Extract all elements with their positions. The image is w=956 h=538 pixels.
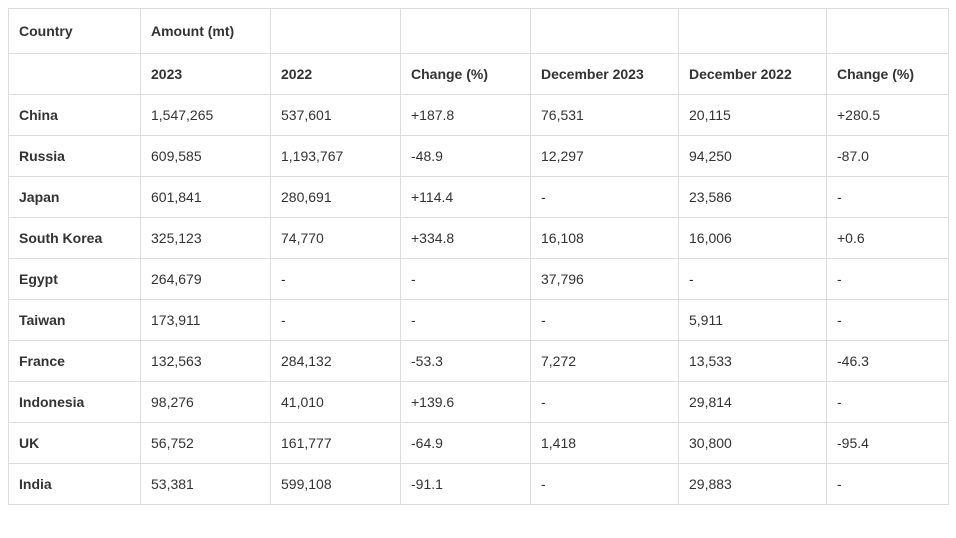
data-table: Country Amount (mt) 2023 2022 Change (%)… xyxy=(8,8,949,505)
table-header-row-1: Country Amount (mt) xyxy=(9,9,949,54)
value-cell: 76,531 xyxy=(531,95,679,136)
country-cell: Indonesia xyxy=(9,382,141,423)
value-cell: 161,777 xyxy=(271,423,401,464)
table-row: South Korea325,12374,770+334.816,10816,0… xyxy=(9,218,949,259)
header-cell: 2022 xyxy=(271,54,401,95)
value-cell: 537,601 xyxy=(271,95,401,136)
value-cell: - xyxy=(401,259,531,300)
country-cell: Egypt xyxy=(9,259,141,300)
value-cell: 284,132 xyxy=(271,341,401,382)
value-cell: - xyxy=(827,177,949,218)
value-cell: -48.9 xyxy=(401,136,531,177)
header-cell: December 2023 xyxy=(531,54,679,95)
value-cell: 53,381 xyxy=(141,464,271,505)
country-cell: France xyxy=(9,341,141,382)
value-cell: 74,770 xyxy=(271,218,401,259)
value-cell: -95.4 xyxy=(827,423,949,464)
header-cell xyxy=(531,9,679,54)
value-cell: 56,752 xyxy=(141,423,271,464)
value-cell: 1,547,265 xyxy=(141,95,271,136)
value-cell: 609,585 xyxy=(141,136,271,177)
value-cell: -91.1 xyxy=(401,464,531,505)
value-cell: 12,297 xyxy=(531,136,679,177)
table-row: UK56,752161,777-64.91,41830,800-95.4 xyxy=(9,423,949,464)
value-cell: 1,418 xyxy=(531,423,679,464)
country-cell: South Korea xyxy=(9,218,141,259)
value-cell: 280,691 xyxy=(271,177,401,218)
country-cell: India xyxy=(9,464,141,505)
country-cell: UK xyxy=(9,423,141,464)
value-cell: - xyxy=(827,464,949,505)
country-cell: Japan xyxy=(9,177,141,218)
header-cell xyxy=(271,9,401,54)
value-cell: -46.3 xyxy=(827,341,949,382)
table-header: Country Amount (mt) 2023 2022 Change (%)… xyxy=(9,9,949,95)
value-cell: 20,115 xyxy=(679,95,827,136)
value-cell: 132,563 xyxy=(141,341,271,382)
value-cell: - xyxy=(827,300,949,341)
value-cell: - xyxy=(679,259,827,300)
table-row: Indonesia98,27641,010+139.6-29,814- xyxy=(9,382,949,423)
value-cell: 29,814 xyxy=(679,382,827,423)
value-cell: - xyxy=(531,464,679,505)
value-cell: - xyxy=(827,259,949,300)
header-cell: December 2022 xyxy=(679,54,827,95)
table-row: Taiwan173,911---5,911- xyxy=(9,300,949,341)
value-cell: 599,108 xyxy=(271,464,401,505)
value-cell: 30,800 xyxy=(679,423,827,464)
value-cell: 13,533 xyxy=(679,341,827,382)
value-cell: 5,911 xyxy=(679,300,827,341)
header-cell: 2023 xyxy=(141,54,271,95)
value-cell: - xyxy=(531,300,679,341)
value-cell: 264,679 xyxy=(141,259,271,300)
country-cell: Russia xyxy=(9,136,141,177)
value-cell: 601,841 xyxy=(141,177,271,218)
value-cell: 94,250 xyxy=(679,136,827,177)
value-cell: - xyxy=(271,259,401,300)
value-cell: - xyxy=(271,300,401,341)
value-cell: 325,123 xyxy=(141,218,271,259)
value-cell: 1,193,767 xyxy=(271,136,401,177)
table-row: Japan601,841280,691+114.4-23,586- xyxy=(9,177,949,218)
value-cell: - xyxy=(827,382,949,423)
value-cell: 98,276 xyxy=(141,382,271,423)
value-cell: - xyxy=(531,382,679,423)
value-cell: 16,108 xyxy=(531,218,679,259)
value-cell: 29,883 xyxy=(679,464,827,505)
value-cell: 16,006 xyxy=(679,218,827,259)
value-cell: +114.4 xyxy=(401,177,531,218)
value-cell: -64.9 xyxy=(401,423,531,464)
value-cell: +139.6 xyxy=(401,382,531,423)
table-row: Egypt264,679--37,796-- xyxy=(9,259,949,300)
header-cell xyxy=(827,9,949,54)
table-row: India53,381599,108-91.1-29,883- xyxy=(9,464,949,505)
value-cell: +0.6 xyxy=(827,218,949,259)
header-cell: Change (%) xyxy=(827,54,949,95)
table-row: France132,563284,132-53.37,27213,533-46.… xyxy=(9,341,949,382)
value-cell: 41,010 xyxy=(271,382,401,423)
table-header-row-2: 2023 2022 Change (%) December 2023 Decem… xyxy=(9,54,949,95)
value-cell: +280.5 xyxy=(827,95,949,136)
value-cell: - xyxy=(401,300,531,341)
value-cell: 37,796 xyxy=(531,259,679,300)
value-cell: - xyxy=(531,177,679,218)
table-body: China1,547,265537,601+187.876,53120,115+… xyxy=(9,95,949,505)
value-cell: +334.8 xyxy=(401,218,531,259)
header-cell: Change (%) xyxy=(401,54,531,95)
value-cell: +187.8 xyxy=(401,95,531,136)
value-cell: 173,911 xyxy=(141,300,271,341)
country-cell: China xyxy=(9,95,141,136)
country-cell: Taiwan xyxy=(9,300,141,341)
value-cell: 7,272 xyxy=(531,341,679,382)
table-row: Russia609,5851,193,767-48.912,29794,250-… xyxy=(9,136,949,177)
value-cell: -53.3 xyxy=(401,341,531,382)
value-cell: 23,586 xyxy=(679,177,827,218)
header-cell xyxy=(401,9,531,54)
header-cell xyxy=(679,9,827,54)
header-cell xyxy=(9,54,141,95)
header-cell: Amount (mt) xyxy=(141,9,271,54)
header-cell: Country xyxy=(9,9,141,54)
value-cell: -87.0 xyxy=(827,136,949,177)
table-row: China1,547,265537,601+187.876,53120,115+… xyxy=(9,95,949,136)
